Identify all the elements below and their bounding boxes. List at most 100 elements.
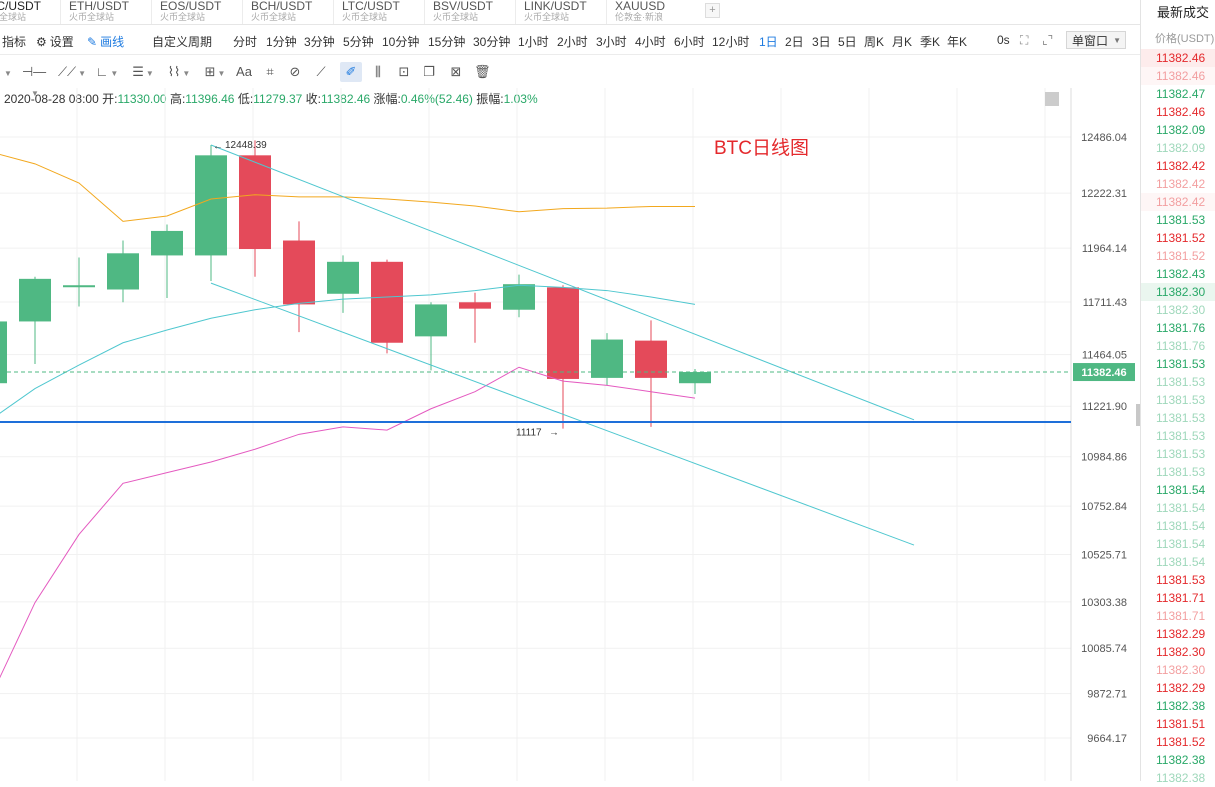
period-button[interactable]: 1日 bbox=[759, 35, 778, 49]
trash-icon[interactable]: 🗑 bbox=[474, 64, 491, 79]
period-button[interactable]: 6小时 bbox=[674, 35, 705, 49]
period-button[interactable]: 4小时 bbox=[635, 35, 666, 49]
trade-row: 11381.52 bbox=[1156, 231, 1206, 245]
period-button[interactable]: 15分钟 bbox=[428, 35, 466, 49]
candle-body bbox=[679, 372, 711, 384]
symbol-tab[interactable]: EOS/USDT 火币全球站 bbox=[151, 0, 242, 24]
candle-body bbox=[327, 261, 359, 294]
arrow-left-icon: ← bbox=[213, 141, 223, 152]
period-button[interactable]: 2日 bbox=[785, 35, 804, 49]
close-value: 11382.46 bbox=[321, 92, 371, 106]
period-button[interactable]: 季K bbox=[920, 35, 941, 49]
fullscreen-icon[interactable]: ⛶ bbox=[1020, 33, 1029, 47]
trade-row: 11381.53 bbox=[1156, 411, 1206, 425]
period-button[interactable]: 1分钟 bbox=[266, 35, 297, 49]
period-button[interactable]: 10分钟 bbox=[382, 35, 420, 49]
candle-body bbox=[591, 339, 623, 378]
trade-row: 11382.09 bbox=[1156, 123, 1206, 137]
symbol-tab[interactable]: XAUUSD 伦敦金·新浪 bbox=[606, 0, 697, 24]
price-column-header: 价格(USDT) bbox=[1155, 33, 1215, 45]
period-button[interactable]: 3小时 bbox=[596, 35, 627, 49]
trade-row: 11382.29 bbox=[1156, 627, 1206, 641]
last-price-tag bbox=[1073, 363, 1135, 382]
period-button[interactable]: 年K bbox=[947, 35, 968, 49]
custom-period-button[interactable]: 自定义周期 bbox=[152, 35, 213, 49]
trade-row: 11381.52 bbox=[1156, 249, 1206, 263]
trade-row: 11382.38 bbox=[1156, 699, 1206, 713]
angle-tool-icon[interactable]: ∟ ▼ bbox=[95, 64, 119, 79]
period-button[interactable]: 3分钟 bbox=[304, 35, 335, 49]
change-value: 0.46%(52.46) bbox=[400, 92, 473, 106]
draw-button[interactable]: ✎ 画线 bbox=[87, 33, 124, 50]
symbol-tab[interactable]: LINK/USDT 火币全球站 bbox=[515, 0, 606, 24]
trade-row: 11381.54 bbox=[1156, 501, 1206, 515]
ohlc-time: 2020-08-28 08:00 bbox=[4, 92, 99, 106]
trade-row: 11382.30 bbox=[1141, 283, 1215, 301]
horizontal-line-tool-icon[interactable]: ⊣—▼ bbox=[21, 64, 47, 98]
chevron-down-icon[interactable]: ▼ bbox=[4, 69, 12, 78]
channel-lower-line bbox=[210, 282, 915, 546]
settings-button[interactable]: ⚙ 设置 bbox=[36, 33, 74, 50]
panel-toggle-handle[interactable] bbox=[1136, 404, 1140, 426]
parallel-channel-tool-icon[interactable]: ☰ ▼ bbox=[132, 64, 154, 79]
symbol-tab[interactable]: LTC/USDT 火币全球站 bbox=[333, 0, 424, 24]
gear-icon: ⚙ bbox=[36, 35, 47, 49]
pattern-tool-icon[interactable]: ⌗ bbox=[266, 64, 274, 79]
candle-body bbox=[19, 278, 51, 322]
low-value: 11279.37 bbox=[253, 92, 303, 106]
symbol-name: BCH/USDT bbox=[251, 0, 313, 13]
symbol-name: EOS/USDT bbox=[160, 0, 222, 13]
measure-tool-icon[interactable]: ⊞ ▼ bbox=[204, 64, 226, 79]
copy-icon[interactable]: ❐ bbox=[423, 64, 435, 79]
trade-row: 11381.54 bbox=[1156, 519, 1206, 533]
period-button[interactable]: 5分钟 bbox=[343, 35, 374, 49]
trade-row: 11382.38 bbox=[1156, 753, 1206, 767]
text-tool-icon[interactable]: Aa bbox=[236, 64, 252, 79]
wave-tool-icon[interactable]: ⌇⌇ ▼ bbox=[167, 64, 191, 79]
hide-drawings-icon[interactable]: ⊠ bbox=[450, 64, 462, 79]
symbol-tab[interactable]: BCH/USDT 火币全球站 bbox=[242, 0, 333, 24]
period-button[interactable]: 月K bbox=[892, 35, 913, 49]
trade-row: 11381.71 bbox=[1156, 609, 1206, 623]
window-mode-select[interactable]: 单窗口 ▼ bbox=[1066, 31, 1126, 49]
drawing-toolbar: ▼ ⊣—▼ ⟋⟋ ▼ ∟ ▼ ☰ ▼ ⌇⌇ ▼ ⊞ ▼ Aa ⌗ ⊘ ⟋ ✐ ⫼ ⊡ ❐ … bbox=[0, 58, 1070, 98]
symbol-tab[interactable]: ETH/USDT 火币全球站 bbox=[60, 0, 151, 24]
candles-icon[interactable]: ⫼ bbox=[375, 64, 381, 79]
add-tab-button[interactable]: + bbox=[705, 3, 720, 18]
trade-row: 11381.51 bbox=[1156, 717, 1206, 731]
period-button[interactable]: 2小时 bbox=[557, 35, 588, 49]
lock-icon[interactable]: ⊡ bbox=[398, 64, 410, 79]
ma-line-pink bbox=[0, 366, 696, 679]
indicators-button[interactable]: 指标 bbox=[2, 35, 27, 49]
ohlc-info: 2020-08-28 08:00 开:11330.00 高:11396.46 低… bbox=[4, 90, 538, 107]
settings-label: 设置 bbox=[49, 35, 74, 49]
ma-line-teal bbox=[0, 284, 696, 414]
symbol-name: BTC/USDT bbox=[0, 0, 41, 13]
y-tick-label: 11464.05 bbox=[1082, 350, 1127, 362]
trade-row: 11382.09 bbox=[1156, 141, 1206, 155]
period-button[interactable]: 周K bbox=[864, 35, 885, 49]
symbol-tab[interactable]: BSV/USDT 火币全球站 bbox=[424, 0, 515, 24]
trend-line-tool-icon[interactable]: ⟋⟋ ▼ bbox=[57, 64, 87, 79]
period-button[interactable]: 12小时 bbox=[712, 35, 750, 49]
magnet-icon[interactable]: ⊘ bbox=[289, 64, 301, 79]
period-button[interactable]: 30分钟 bbox=[473, 35, 511, 49]
period-button[interactable]: 分时 bbox=[233, 35, 258, 49]
period-button[interactable]: 5日 bbox=[838, 35, 857, 49]
window-mode-value: 单窗口 bbox=[1072, 34, 1109, 48]
period-button[interactable]: 1小时 bbox=[518, 35, 549, 49]
candle-body bbox=[371, 261, 403, 343]
period-button[interactable]: 3日 bbox=[812, 35, 831, 49]
draw-mode-icon[interactable]: ✐ bbox=[340, 62, 362, 82]
trade-row: 11382.42 bbox=[1156, 159, 1206, 173]
trade-row: 11381.54 bbox=[1156, 537, 1206, 551]
expand-icon[interactable] bbox=[1045, 92, 1059, 106]
candlestick-chart[interactable]: 12486.04 12222.31 11964.14 11711.43 11464.05… bbox=[0, 88, 1140, 781]
ruler-icon[interactable]: ⟋ bbox=[316, 64, 326, 79]
zero-s-label: 0s bbox=[997, 33, 1010, 47]
snapshot-icon[interactable]: ⌞⌝ bbox=[1042, 33, 1054, 47]
symbol-exchange: 火币全球站 bbox=[433, 12, 479, 22]
candle-body bbox=[415, 304, 447, 337]
candle-body bbox=[195, 155, 227, 256]
